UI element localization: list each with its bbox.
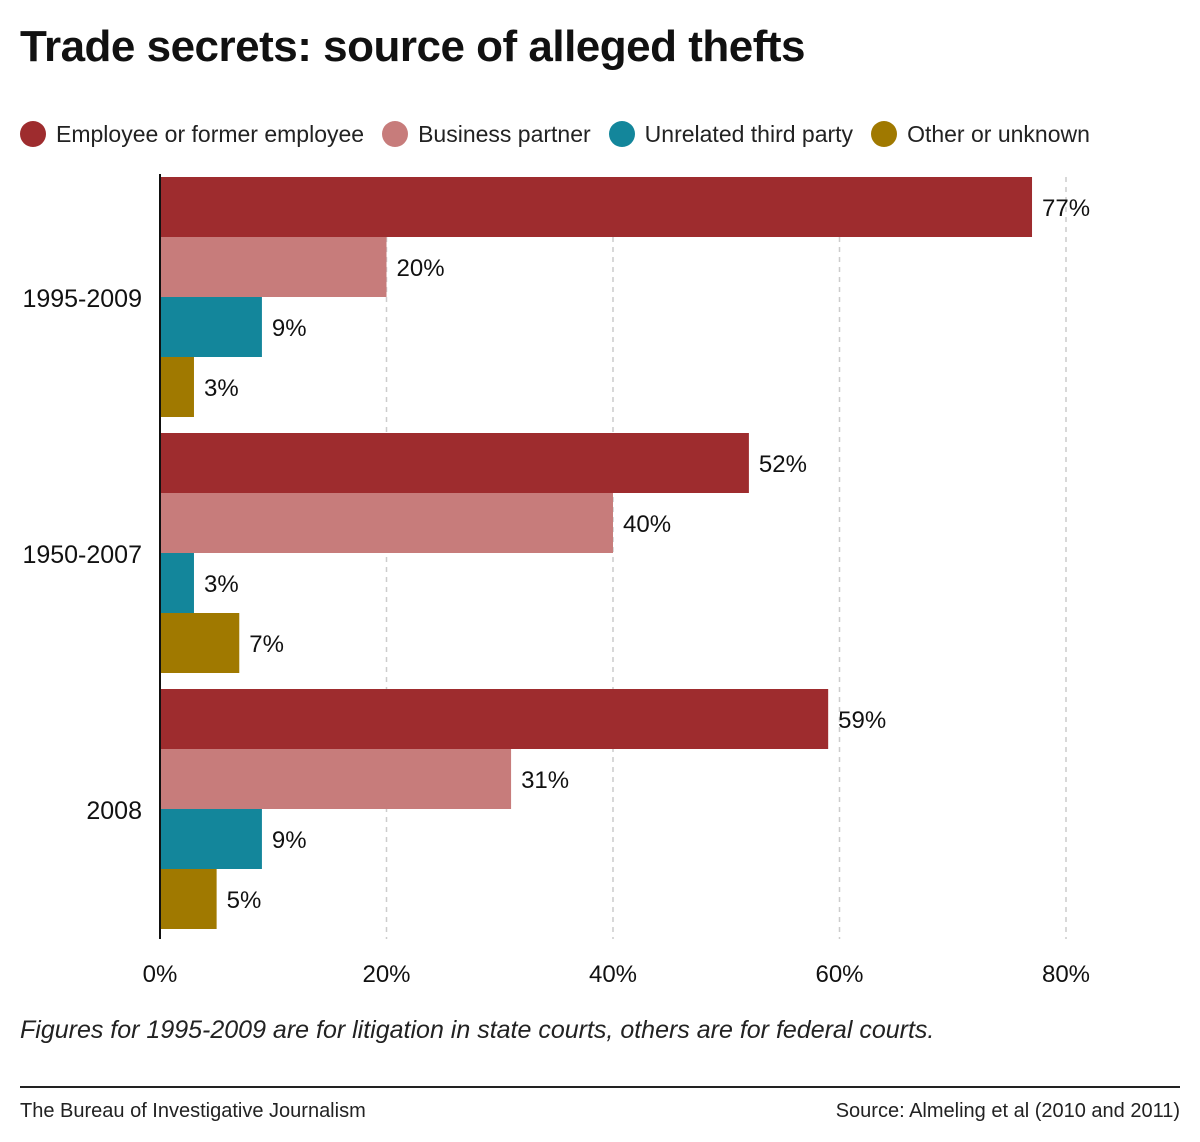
legend-swatch [20, 121, 46, 147]
bar [160, 869, 217, 929]
bar [160, 237, 387, 297]
data-label: 3% [204, 571, 239, 598]
category-label: 1995-2009 [22, 285, 142, 313]
chart-title: Trade secrets: source of alleged thefts [20, 22, 806, 71]
legend-item: Employee or former employee [20, 121, 364, 148]
category-label: 2008 [86, 797, 142, 825]
x-tick-label: 0% [143, 961, 178, 988]
data-label: 5% [227, 887, 262, 914]
bar [160, 493, 613, 553]
legend-label: Employee or former employee [56, 120, 365, 147]
legend-swatch [382, 121, 409, 147]
bar [160, 297, 262, 357]
x-tick-label: 40% [589, 961, 637, 988]
data-label: 40% [623, 511, 671, 538]
data-label: 7% [249, 631, 284, 658]
legend-swatch [608, 121, 635, 147]
bar [160, 613, 240, 673]
legend-label: Unrelated third party [644, 120, 854, 147]
data-label: 52% [759, 451, 807, 478]
data-label: 31% [521, 767, 569, 794]
bar [160, 749, 512, 809]
data-label: 77% [1042, 195, 1090, 222]
bar [160, 177, 1033, 237]
data-label: 3% [204, 375, 239, 402]
footnote: Figures for 1995-2009 are for litigation… [20, 1016, 935, 1044]
legend-item: Other or unknown [871, 121, 1090, 148]
bar-chart: 0% 20% 40% 60% 80% 77% 20% 9% 3% 1995-2009 52% 40% 3… [22, 174, 1090, 988]
data-label: 20% [397, 255, 445, 282]
bar [160, 357, 194, 417]
x-tick-label: 60% [815, 961, 863, 988]
x-tick-label: 20% [362, 961, 410, 988]
publisher-credit: The Bureau of Investigative Journalism [20, 1100, 366, 1122]
bar [160, 809, 262, 869]
bar [160, 433, 749, 493]
legend-label: Business partner [418, 120, 591, 147]
legend-item: Unrelated third party [608, 120, 854, 148]
data-label: 9% [272, 315, 307, 342]
bar [160, 689, 829, 749]
source-citation: Source: Almeling et al (2010 and 2011) [835, 1100, 1180, 1122]
footer-divider [20, 1086, 1180, 1088]
legend-item: Business partner [382, 121, 591, 148]
legend: Employee or former employee Business part… [20, 114, 1090, 154]
legend-label: Other or unknown [907, 120, 1090, 147]
bar [160, 553, 194, 613]
category-label: 1950-2007 [22, 541, 142, 569]
legend-swatch [871, 121, 898, 147]
x-tick-label: 80% [1042, 961, 1090, 988]
data-label: 59% [838, 707, 886, 734]
data-label: 9% [272, 827, 307, 854]
